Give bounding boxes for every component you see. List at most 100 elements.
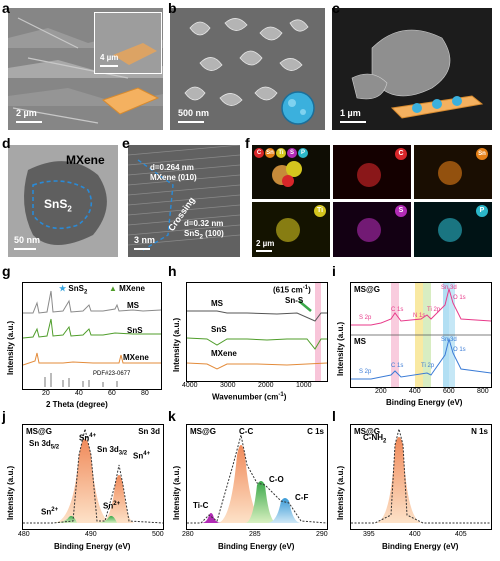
eds-map-sn: Sn — [414, 145, 492, 199]
peak-sn4-a: Sn4+ — [79, 433, 97, 443]
peak-sn4-b: Sn4+ — [133, 451, 151, 461]
label-f: f — [245, 135, 250, 151]
peak-label: Sn 3d — [441, 337, 457, 343]
plot-title: N 1s — [471, 427, 488, 436]
label-i: i — [332, 263, 336, 279]
peak-label: S 2p — [359, 315, 372, 321]
curve-label-ms: MS — [127, 301, 139, 310]
x-axis-label: Binding Energy (eV) — [218, 542, 295, 551]
scalebar-label: 500 nm — [178, 108, 210, 118]
peak-cnh2: C-NH2 — [363, 433, 387, 445]
curve-label-sns2: SnS — [211, 325, 227, 334]
peak-cc: C-C — [239, 427, 254, 436]
peak-label: O 1s — [453, 347, 466, 353]
x-axis-label: Binding Energy (eV) — [54, 542, 131, 551]
x-tick: 3000 — [220, 382, 236, 389]
x-tick: 4000 — [182, 382, 198, 389]
eds-map-p: P — [414, 202, 492, 257]
x-tick: 285 — [249, 531, 261, 538]
lattice-1-plane: MXene (010) — [150, 173, 197, 182]
x-tick: 600 — [443, 388, 455, 395]
peak-label: C 1s — [391, 307, 404, 313]
label-j: j — [2, 408, 6, 424]
ftir-annotation-bond: Sn-S — [285, 296, 304, 305]
label-a: a — [2, 0, 10, 16]
eds-map-s: S — [333, 202, 411, 257]
peak-co: C-O — [269, 475, 284, 484]
legend-sns2: ★ SnS2 — [59, 284, 88, 296]
peak-label: Ti 2p — [427, 307, 441, 313]
scalebar-label: 1 µm — [340, 108, 361, 118]
y-axis-label: Intensity (a.u.) — [172, 317, 181, 372]
label-k: k — [168, 408, 176, 424]
eds-map-ti: Ti 2 µm — [252, 202, 330, 257]
x-tick: 40 — [75, 390, 83, 397]
curve-label-ms: MS — [211, 299, 223, 308]
x-tick: 480 — [18, 531, 30, 538]
peak-sn3d32: Sn 3d3/2 — [97, 445, 128, 457]
sample-tag: MS@G — [354, 427, 381, 436]
xrd-plot: ★ SnS2 ▲ MXene MS SnS MXene PDF#23-0677 — [22, 282, 162, 390]
plot-title: C 1s — [307, 427, 324, 436]
x-tick: 500 — [152, 531, 164, 538]
x-tick: 1000 — [296, 382, 312, 389]
x-tick: 2000 — [258, 382, 274, 389]
y-axis-label: Intensity (a.u.) — [6, 465, 15, 520]
panel-a-sem: 4 µm 2 µm — [8, 8, 163, 130]
peak-sn3d52: Sn 3d5/2 — [29, 439, 60, 451]
peak-label: O 1s — [453, 295, 466, 301]
x-axis-label: Binding Energy (eV) — [386, 398, 463, 407]
x-tick: 60 — [108, 390, 116, 397]
x-tick: 20 — [42, 390, 50, 397]
y-axis-label: Intensity (a.u.) — [6, 320, 15, 375]
x-tick: 280 — [182, 531, 194, 538]
x-axis-label: Wavenumber (cm-1) — [212, 392, 287, 402]
x-axis-label: Binding Energy (eV) — [382, 542, 459, 551]
pdf-card: PDF#23-0677 — [93, 371, 131, 377]
peak-cf: C-F — [295, 493, 309, 502]
curve-label-mxene: MXene — [123, 353, 149, 362]
eds-element-legend: C Sn Ti S P — [254, 148, 308, 158]
label-g: g — [2, 263, 11, 279]
legend-mxene: ▲ MXene — [109, 284, 145, 293]
x-axis-label: 2 Theta (degree) — [46, 400, 108, 409]
peak-label: S 2p — [359, 369, 372, 375]
xps-n1s-plot: MS@G N 1s C-NH2 — [350, 424, 492, 530]
peak-tic: Ti-C — [193, 501, 209, 510]
label-e: e — [122, 135, 130, 151]
x-tick: 490 — [85, 531, 97, 538]
x-tick: 400 — [409, 531, 421, 538]
series-label-ms: MS — [354, 337, 366, 346]
x-tick: 80 — [141, 390, 149, 397]
series-label-msg: MS@G — [354, 285, 381, 294]
eds-legend-p: P — [298, 148, 308, 158]
eds-legend-ti: Ti — [276, 148, 286, 158]
label-d: d — [2, 135, 11, 151]
panel-a-inset: 4 µm — [94, 12, 162, 74]
mxene-label: MXene — [66, 153, 105, 167]
label-c: c — [332, 0, 340, 16]
x-tick: 405 — [455, 531, 467, 538]
sns2-label: SnS2 — [44, 197, 72, 214]
panel-c-sem: 1 µm — [332, 8, 492, 130]
xps-survey-plot: MS@G MS S 2p C 1s N 1s Ti 2p Sn 3d O 1s … — [350, 282, 492, 388]
x-tick: 800 — [477, 388, 489, 395]
label-b: b — [168, 0, 177, 16]
panel-d-tem: MXene SnS2 50 nm — [8, 145, 118, 257]
y-axis-label: Intensity (a.u.) — [336, 465, 345, 520]
eds-map-c: C — [333, 145, 411, 199]
lattice-1: d=0.264 nm — [150, 163, 194, 172]
peak-sn2-a: Sn2+ — [41, 507, 59, 517]
ftir-annotation: (615 cm-1) — [273, 285, 311, 295]
eds-legend-c: C — [254, 148, 264, 158]
x-tick: 290 — [316, 531, 328, 538]
peak-sn2-b: Sn2+ — [103, 501, 121, 511]
x-tick: 400 — [409, 388, 421, 395]
panel-e-hrtem: d=0.264 nm MXene (010) Crossing d=0.32 n… — [128, 145, 240, 257]
x-tick: 395 — [363, 531, 375, 538]
x-tick: 200 — [375, 388, 387, 395]
panel-f-eds: C Sn Ti S P C Sn Ti 2 µm S P — [252, 145, 492, 257]
y-axis-label: Intensity (a.u.) — [336, 321, 345, 376]
plot-title: Sn 3d — [138, 427, 160, 436]
scalebar-label: 50 nm — [14, 235, 41, 245]
